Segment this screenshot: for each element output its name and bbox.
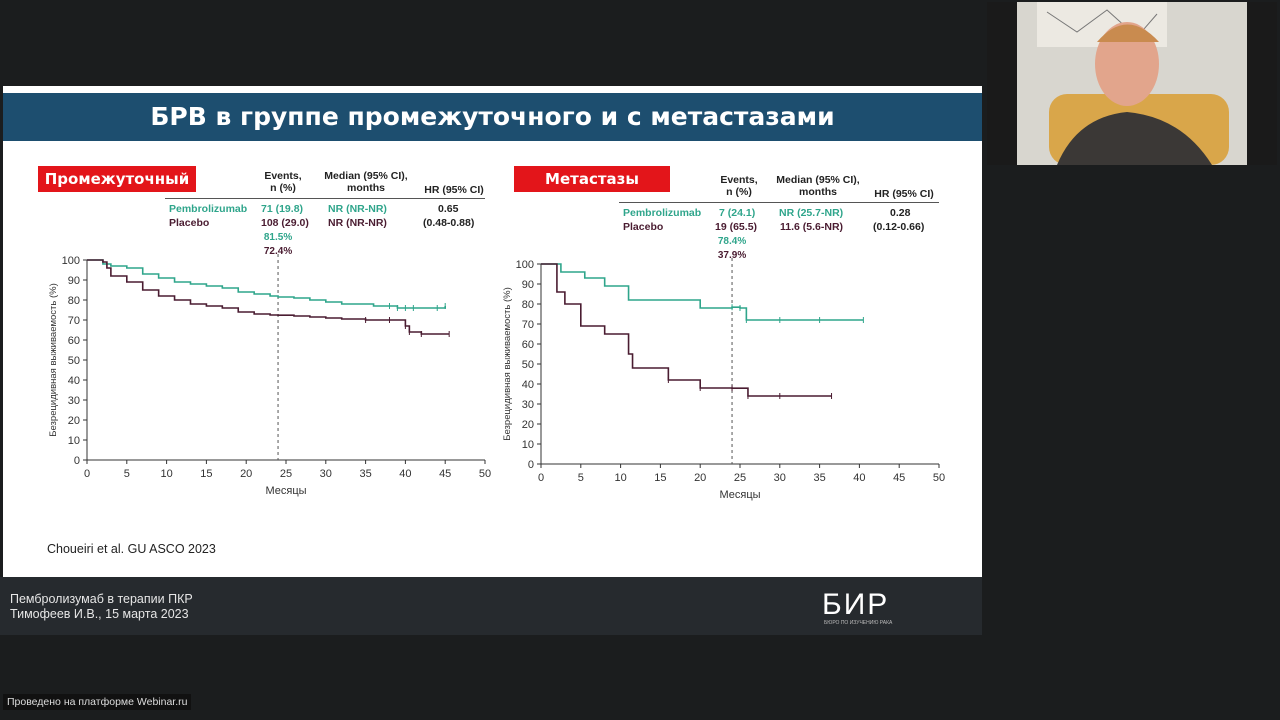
rate-placebo: 72.4% (264, 246, 292, 257)
footer-line-1: Пембролизумаб в терапии ПКР (10, 592, 193, 606)
x-tick-label: 10 (614, 472, 626, 484)
row-events-placebo: 108 (29.0) (261, 217, 309, 229)
panel-tag-metastases: Метастазы (514, 166, 670, 192)
header-events: Events, n (%) (720, 174, 758, 198)
presentation-slide: БРВ в группе промежуточного и с метастаз… (3, 86, 982, 577)
x-tick-label: 20 (694, 472, 706, 484)
header-median: Median (95% CI), months (324, 170, 408, 194)
y-tick-label: 70 (68, 315, 80, 327)
x-tick-label: 50 (479, 468, 491, 480)
row-median-placebo: NR (NR-NR) (328, 217, 387, 229)
y-tick-label: 60 (68, 335, 80, 347)
y-tick-label: 0 (528, 459, 534, 471)
header-hr: HR (95% CI) (874, 188, 934, 200)
y-tick-label: 100 (516, 259, 534, 271)
x-tick-label: 10 (160, 468, 172, 480)
row-events-pembro: 7 (24.1) (719, 207, 756, 219)
svg-text:БИР: БИР (822, 588, 889, 621)
row-arm-pembro: Pembrolizumab (623, 207, 702, 219)
x-tick-label: 40 (853, 472, 865, 484)
y-tick-label: 20 (522, 419, 534, 431)
x-tick-label: 30 (774, 472, 786, 484)
y-tick-label: 40 (68, 375, 80, 387)
bir-logo: БИР БЮРО ПО ИЗУЧЕНИЮ РАКА (822, 588, 893, 626)
x-axis-label: Месяцы (265, 485, 306, 497)
row-arm-placebo: Placebo (169, 217, 210, 229)
rate-placebo: 37.9% (718, 250, 746, 261)
row-events-placebo: 19 (65.5) (715, 221, 758, 233)
x-tick-label: 30 (320, 468, 332, 480)
y-tick-label: 10 (522, 439, 534, 451)
header-median: Median (95% CI), months (776, 174, 860, 198)
km-chart-metastases: 0 10 20 30 40 50 60 70 80 90 100 0 5 10 15 20 25 30 35 40 45… (502, 236, 945, 501)
x-tick-label: 40 (399, 468, 411, 480)
row-hr-pembro: 0.28 (890, 207, 911, 219)
x-tick-label: 0 (538, 472, 544, 484)
series-line-pembrolizumab (541, 263, 864, 321)
y-tick-label: 80 (522, 299, 534, 311)
x-tick-label: 0 (84, 468, 90, 480)
series-line-placebo (541, 263, 832, 397)
x-tick-label: 15 (200, 468, 212, 480)
x-tick-label: 20 (240, 468, 252, 480)
row-arm-pembro: Pembrolizumab (169, 203, 248, 215)
km-chart-intermediate: 0 10 20 30 40 50 60 70 80 90 100 0 5 10 15 20 25 30 35 40 45… (48, 232, 491, 497)
y-tick-label: 100 (62, 255, 80, 267)
row-arm-placebo: Placebo (623, 221, 664, 233)
slide-title: БРВ в группе промежуточного и с метастаз… (3, 93, 982, 141)
row-hr-placebo: (0.48-0.88) (423, 217, 475, 229)
row-hr-pembro: 0.65 (438, 203, 459, 215)
x-tick-label: 45 (893, 472, 905, 484)
x-tick-label: 5 (578, 472, 584, 484)
panel-tag-intermediate: Промежуточный (38, 166, 196, 192)
y-tick-label: 30 (68, 395, 80, 407)
y-tick-label: 20 (68, 415, 80, 427)
row-hr-placebo: (0.12-0.66) (873, 221, 925, 233)
y-tick-label: 50 (68, 355, 80, 367)
row-events-pembro: 71 (19.8) (261, 203, 304, 215)
y-tick-label: 90 (522, 279, 534, 291)
header-hr: HR (95% CI) (424, 184, 484, 196)
presenter-video-icon (987, 2, 1277, 165)
series-line-placebo (87, 259, 450, 335)
y-tick-label: 90 (68, 275, 80, 287)
footer-line-2: Тимофеев И.В., 15 марта 2023 (10, 607, 189, 621)
row-median-placebo: 11.6 (5.6-NR) (780, 221, 844, 233)
x-tick-label: 45 (439, 468, 451, 480)
webinar-platform-label: Проведено на платформе Webinar.ru (3, 694, 192, 710)
y-tick-label: 50 (522, 359, 534, 371)
header-events: Events, n (%) (264, 170, 302, 194)
svg-text:БЮРО ПО ИЗУЧЕНИЮ РАКА: БЮРО ПО ИЗУЧЕНИЮ РАКА (824, 620, 893, 626)
rate-pembro: 78.4% (718, 236, 746, 247)
x-tick-label: 35 (359, 468, 371, 480)
citation: Choueiri et al. GU ASCO 2023 (47, 542, 216, 556)
x-axis-label: Месяцы (719, 489, 760, 501)
y-tick-label: 60 (522, 339, 534, 351)
y-tick-label: 30 (522, 399, 534, 411)
y-tick-label: 80 (68, 295, 80, 307)
y-axis-label: Безрецидивная выживаемость (%) (502, 287, 513, 441)
x-tick-label: 25 (280, 468, 292, 480)
x-tick-label: 5 (124, 468, 130, 480)
y-tick-label: 70 (522, 319, 534, 331)
x-tick-label: 50 (933, 472, 945, 484)
series-line-pembrolizumab (87, 259, 446, 309)
y-tick-label: 40 (522, 379, 534, 391)
x-tick-label: 15 (654, 472, 666, 484)
x-tick-label: 25 (734, 472, 746, 484)
y-tick-label: 0 (74, 455, 80, 467)
y-axis-label: Безрецидивная выживаемость (%) (48, 283, 59, 437)
rate-pembro: 81.5% (264, 232, 292, 243)
x-tick-label: 35 (813, 472, 825, 484)
row-median-pembro: NR (25.7-NR) (779, 207, 844, 219)
y-tick-label: 10 (68, 435, 80, 447)
row-median-pembro: NR (NR-NR) (328, 203, 387, 215)
webcam-video (987, 2, 1277, 165)
slide-footer: Пембролизумаб в терапии ПКР Тимофеев И.В… (0, 577, 982, 635)
